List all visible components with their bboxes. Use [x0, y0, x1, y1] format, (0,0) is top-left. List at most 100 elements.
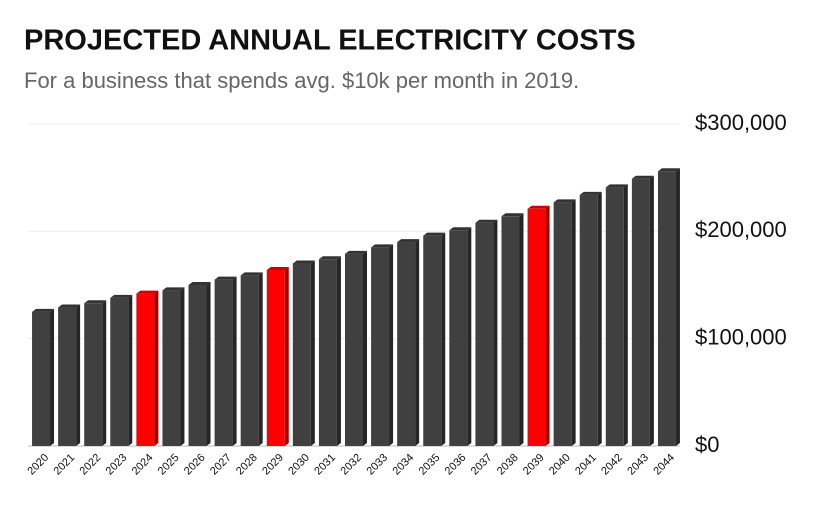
bar-top — [501, 213, 524, 217]
bar-top — [136, 290, 159, 294]
bar-group — [631, 175, 654, 447]
bar — [214, 279, 233, 446]
bar — [371, 247, 390, 446]
bar-side — [50, 308, 55, 446]
bar — [449, 230, 468, 446]
bar-top — [240, 272, 263, 276]
bar-top — [32, 308, 55, 312]
x-tick-label: 2021 — [51, 452, 77, 478]
bar — [579, 194, 598, 446]
bar-group — [32, 308, 55, 446]
bar-group — [318, 256, 341, 446]
bar-group — [58, 304, 81, 446]
bar-group — [553, 199, 576, 446]
bar — [397, 242, 416, 446]
bar-top — [423, 232, 446, 236]
bar-group — [579, 191, 602, 446]
x-tick-label: 2022 — [78, 452, 104, 478]
x-tick-label: 2037 — [469, 452, 495, 478]
bar-group — [501, 213, 524, 446]
x-tick-label: 2035 — [417, 452, 443, 478]
bar-group — [110, 294, 133, 446]
bar-group — [136, 290, 159, 446]
bar — [345, 253, 363, 446]
bar-top — [214, 276, 237, 280]
bar-group — [162, 287, 185, 446]
x-tick-label: 2033 — [364, 452, 390, 478]
bar — [475, 222, 494, 446]
bar-side — [128, 294, 133, 446]
bar — [553, 202, 572, 446]
chart-subtitle: For a business that spends avg. $10k per… — [24, 68, 579, 93]
bar-group — [371, 244, 394, 446]
x-tick-label: 2041 — [573, 452, 599, 478]
bar-side — [310, 260, 315, 446]
bar — [32, 311, 51, 446]
bar-side — [415, 239, 420, 446]
bar — [58, 307, 77, 446]
chart-title: PROJECTED ANNUAL ELECTRICITY COSTS — [24, 25, 636, 57]
bar-side — [597, 191, 602, 446]
bar-side — [519, 213, 524, 446]
bar — [292, 263, 311, 446]
bar — [110, 297, 129, 446]
bar-group — [214, 276, 237, 446]
bar-group — [345, 250, 367, 446]
bar-top — [110, 294, 133, 298]
x-tick-label: 2043 — [625, 452, 651, 478]
x-tick-label: 2032 — [338, 452, 364, 478]
bar-top — [371, 244, 394, 248]
y-tick-label: $200,000 — [695, 217, 787, 242]
bar-top — [579, 191, 602, 195]
bar-group — [397, 239, 420, 446]
x-tick-label: 2028 — [234, 452, 260, 478]
bar — [136, 293, 155, 446]
bar-top — [475, 219, 498, 223]
x-tick-label: 2044 — [651, 452, 677, 478]
bar-group — [84, 300, 107, 446]
x-tick-label: 2042 — [599, 452, 625, 478]
y-tick-label: $300,000 — [695, 110, 787, 135]
bar-side — [76, 304, 81, 446]
bar — [188, 285, 207, 446]
bar — [423, 235, 442, 446]
bar-side — [545, 205, 550, 446]
bar-side — [675, 168, 680, 446]
x-tick-label: 2030 — [286, 452, 312, 478]
bar-group — [475, 219, 498, 446]
bar-top — [318, 256, 341, 260]
bar-side — [258, 272, 263, 446]
bar — [657, 171, 676, 446]
bar — [631, 178, 650, 447]
bar-side — [493, 219, 498, 446]
bar-top — [553, 199, 576, 203]
bar-side — [206, 282, 211, 446]
bar — [527, 208, 546, 446]
bar-group — [188, 282, 211, 446]
x-tick-label: 2025 — [156, 452, 182, 478]
bar — [84, 303, 103, 446]
bar — [605, 187, 624, 446]
bar-group — [527, 205, 550, 446]
bar-top — [527, 205, 550, 209]
x-tick-label: 2034 — [391, 452, 417, 478]
x-tick-label: 2026 — [182, 452, 208, 478]
x-tick-label: 2024 — [130, 452, 156, 478]
x-tick-label: 2031 — [312, 452, 338, 478]
bar-top — [58, 304, 81, 308]
x-tick-label: 2036 — [443, 452, 469, 478]
y-tick-label: $100,000 — [695, 324, 787, 349]
bar-group — [449, 227, 472, 446]
bar-group — [423, 232, 446, 446]
bar-side — [180, 287, 185, 446]
bar-group — [266, 266, 289, 446]
x-tick-label: 2039 — [521, 452, 547, 478]
x-tick-label: 2029 — [260, 452, 286, 478]
bar-side — [571, 199, 576, 446]
x-tick-label: 2023 — [104, 452, 130, 478]
bar-side — [389, 244, 394, 446]
bar-side — [441, 232, 446, 446]
bar-side — [623, 184, 628, 446]
bar-side — [467, 227, 472, 446]
x-tick-label: 2027 — [208, 452, 234, 478]
